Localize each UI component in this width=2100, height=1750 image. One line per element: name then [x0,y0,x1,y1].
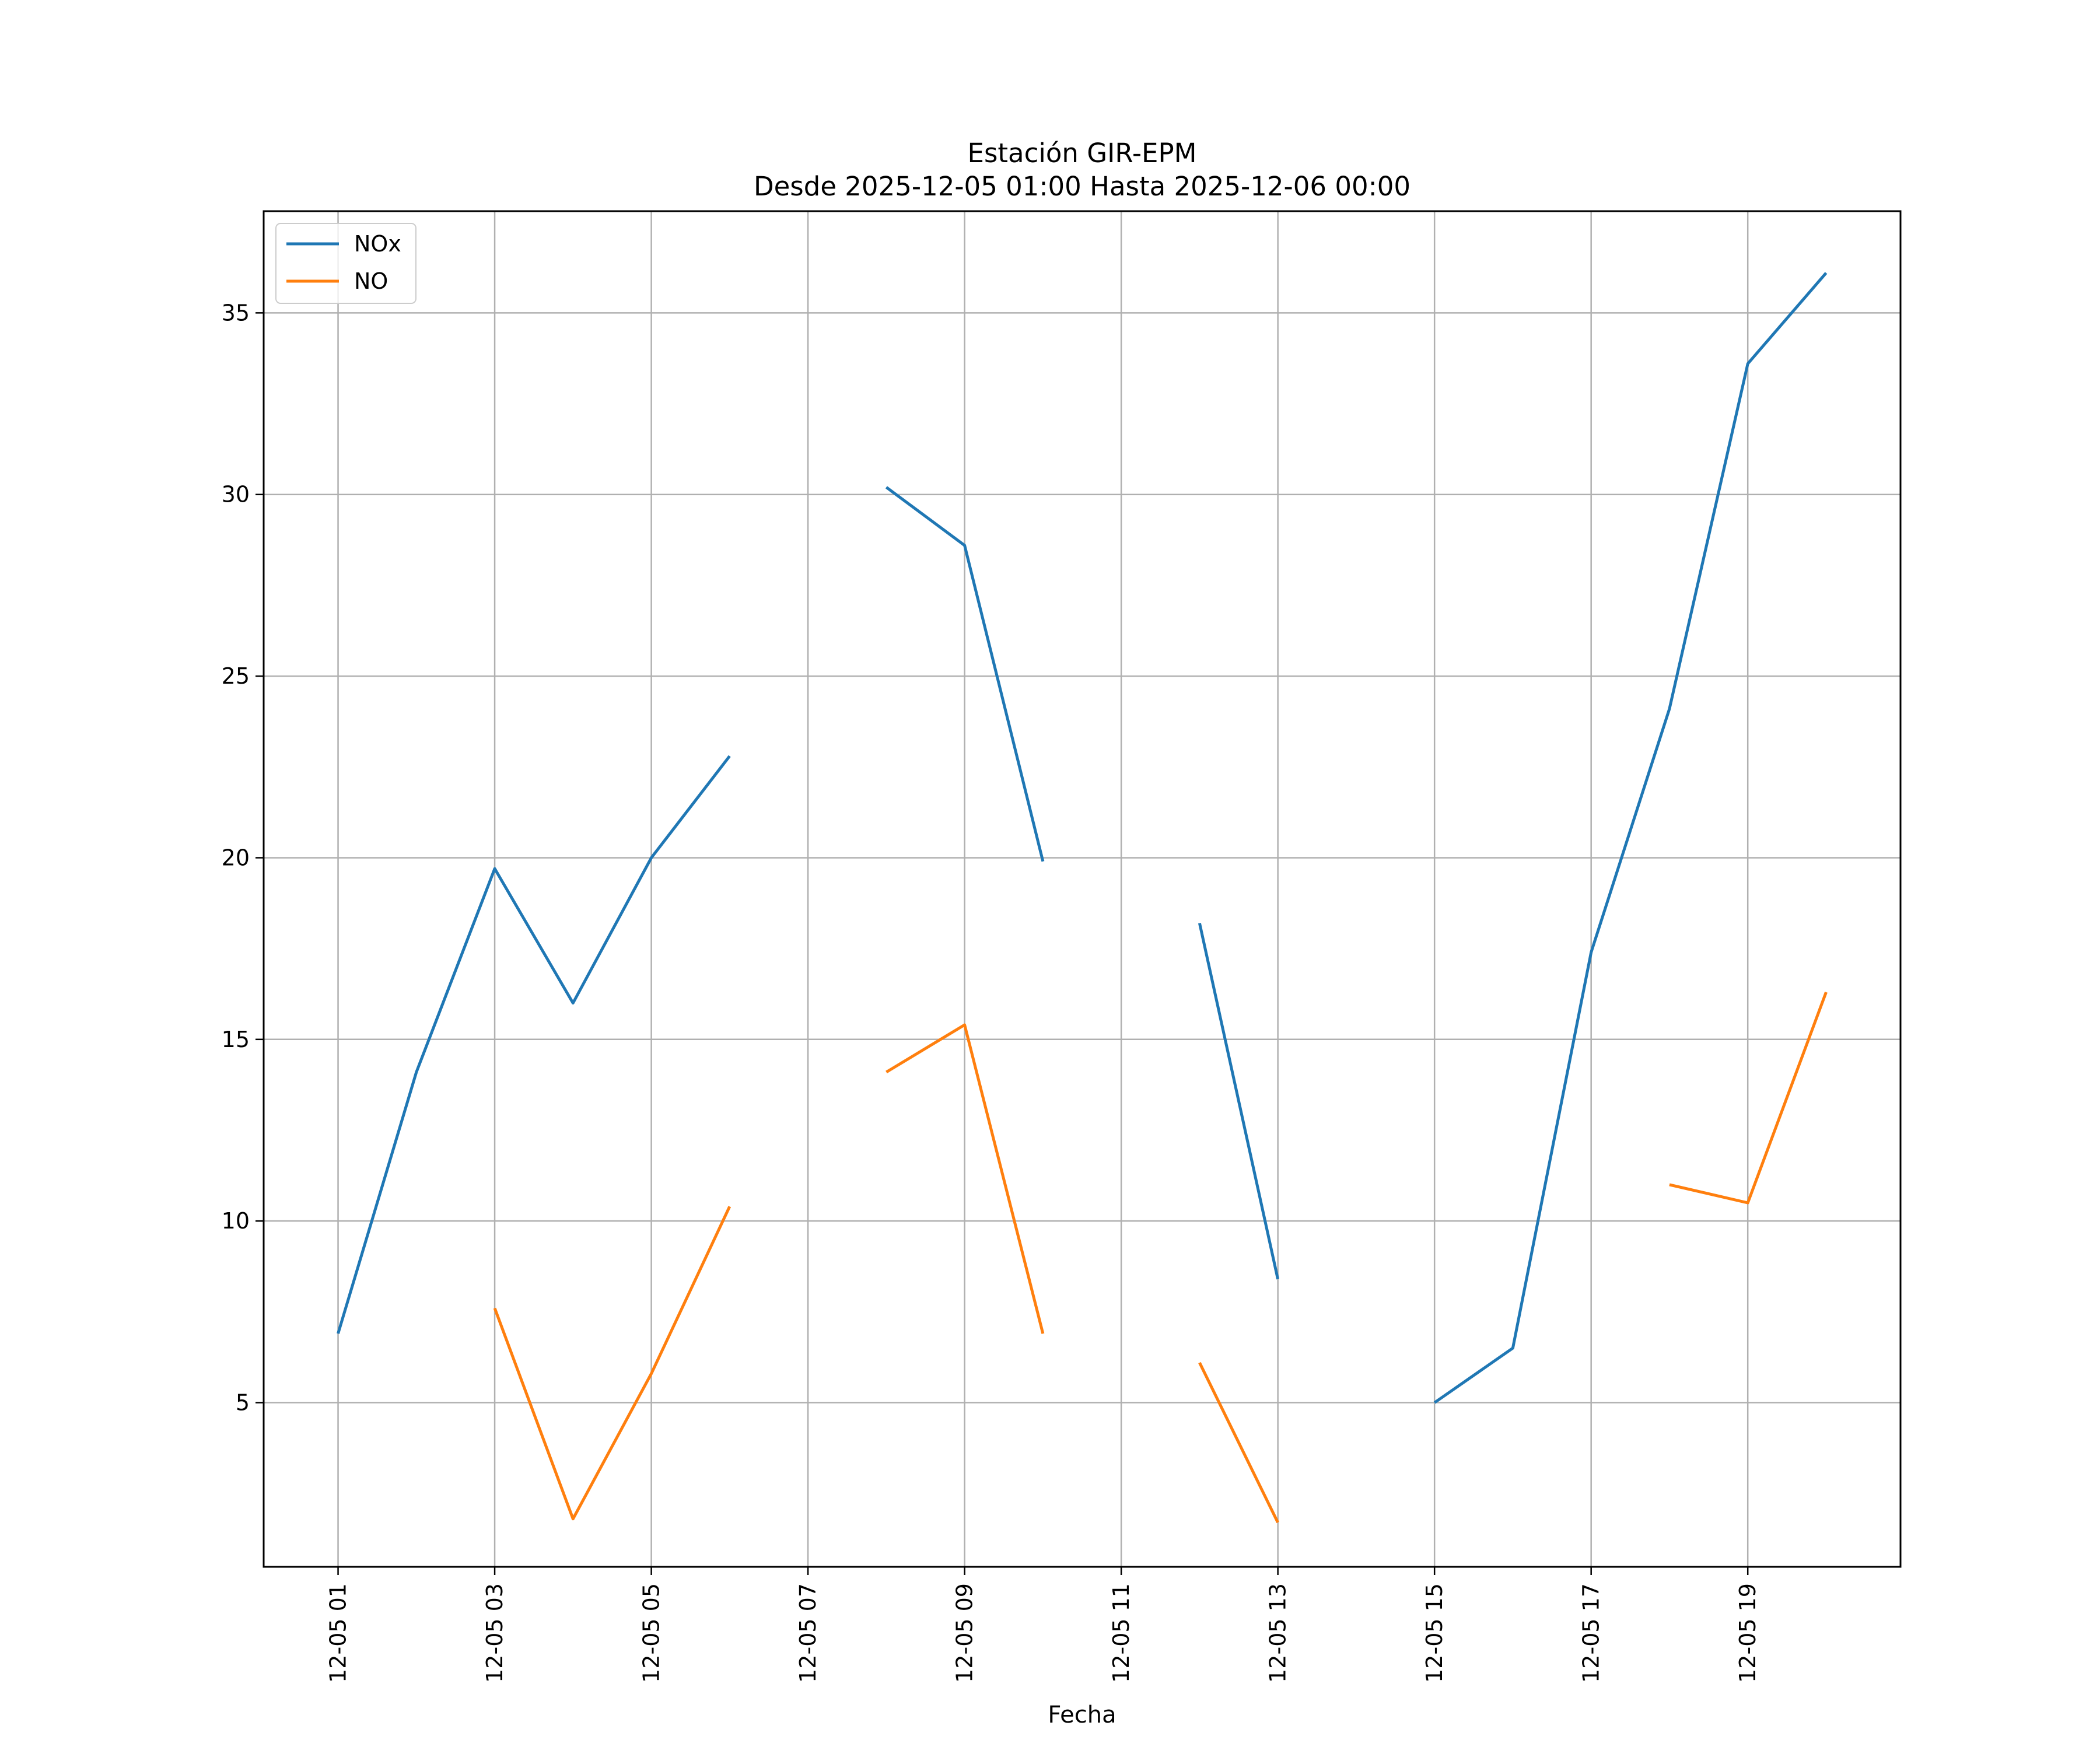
series-line-no [1669,992,1828,1205]
y-tick-label: 25 [222,663,250,689]
series-line-nox [337,755,731,1334]
chart-title: Estación GIR-EPM [968,138,1197,169]
x-tick-label: 12-05 17 [1578,1583,1604,1683]
x-tick-label: 12-05 03 [482,1583,508,1683]
series-line-no [886,1023,1045,1334]
legend-label-no: NO [354,268,388,294]
x-tick-label: 12-05 05 [639,1583,664,1683]
y-tick-label: 30 [222,482,250,508]
legend: NOx NO [275,223,416,304]
x-tick-label: 12-05 11 [1108,1583,1134,1683]
y-tick-label: 5 [236,1390,250,1416]
x-axis-label: Fecha [1048,1702,1116,1728]
x-tick-label: 12-05 07 [795,1583,821,1683]
y-tick-label: 35 [222,300,250,326]
x-tick-label: 12-05 15 [1422,1583,1447,1683]
y-axis-ticks: 5 10 15 20 25 30 35 [222,300,264,1416]
x-tick-label: 12-05 09 [952,1583,978,1683]
chart-subtitle: Desde 2025-12-05 01:00 Hasta 2025-12-06 … [754,171,1410,202]
series-line-no [1198,1362,1279,1524]
y-tick-label: 15 [222,1027,250,1052]
series-line-nox [1198,922,1280,1280]
series-lines [337,272,1828,1524]
series-line-nox [1433,272,1828,1404]
plot-area-frame [262,210,1902,1568]
y-tick-label: 10 [222,1208,250,1234]
x-tick-label: 12-05 19 [1735,1583,1760,1683]
x-tick-label: 12-05 13 [1265,1583,1291,1683]
legend-label-nox: NOx [354,231,401,257]
grid [264,211,1901,1567]
series-line-no [493,1206,732,1521]
x-tick-label: 12-05 01 [326,1583,351,1683]
x-axis-ticks: 12-05 01 12-05 03 12-05 05 12-05 07 12-05 09… [326,1567,1760,1683]
y-tick-label: 20 [222,845,250,870]
series-line-nox [885,486,1045,862]
